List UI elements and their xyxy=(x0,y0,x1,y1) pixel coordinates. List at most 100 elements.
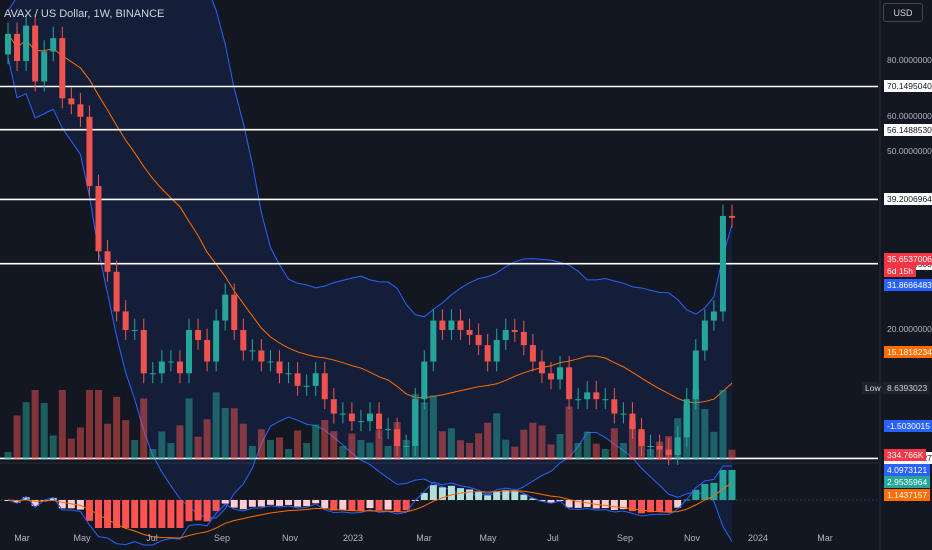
candle-body xyxy=(357,421,364,423)
macd-histogram-bar xyxy=(330,500,338,511)
volume-bar xyxy=(85,390,93,460)
macd-signal-line xyxy=(7,482,733,539)
volume-bar xyxy=(58,390,66,460)
volume-bar xyxy=(104,423,112,460)
macd-histogram-bar xyxy=(484,495,492,500)
candle-body xyxy=(312,373,319,386)
candle-body xyxy=(321,373,328,400)
candle-body xyxy=(50,38,57,52)
volume-bar xyxy=(321,419,329,460)
candle-body xyxy=(647,446,654,448)
candle-body xyxy=(529,345,536,362)
volume-bar xyxy=(4,452,12,460)
volume-bar xyxy=(375,429,383,460)
macd-histogram-bar xyxy=(647,500,655,513)
macd-histogram-bar xyxy=(76,500,84,510)
bollinger-upper-line xyxy=(7,0,733,318)
macd-line xyxy=(7,465,732,546)
volume-bar xyxy=(22,402,30,460)
candle-body xyxy=(41,51,48,82)
volume-bar xyxy=(339,446,347,460)
volume-bar xyxy=(348,433,356,460)
volume-bar xyxy=(266,440,274,460)
candle-body xyxy=(258,350,265,362)
macd-histogram-bar xyxy=(719,470,727,500)
candle-body xyxy=(412,399,419,447)
macd-histogram-bar xyxy=(656,500,664,512)
candle-body xyxy=(493,339,500,362)
candle-body xyxy=(167,361,174,363)
macd-histogram-bar xyxy=(556,500,564,501)
time-axis-label: Mar xyxy=(14,533,30,543)
currency-button[interactable]: USD xyxy=(883,3,923,22)
macd-histogram-bar xyxy=(95,500,102,528)
time-axis-label: Sep xyxy=(616,533,634,543)
volume-bar xyxy=(185,398,193,460)
time-axis-label: Mar xyxy=(416,533,432,543)
volume-bar xyxy=(294,430,302,460)
candle-body xyxy=(303,385,310,387)
volume-bar xyxy=(149,449,157,460)
macd-histogram-bar xyxy=(728,470,736,500)
candle-body xyxy=(285,373,292,375)
price-axis-label: 50.0000000 xyxy=(887,146,932,157)
macd-histogram-bar xyxy=(49,497,57,500)
volume-bar xyxy=(248,446,256,460)
moving-average-tag: 15.1818234 xyxy=(884,346,932,358)
macd-histogram-bar xyxy=(466,489,474,500)
macd-histogram-bar xyxy=(22,497,30,500)
macd-histogram-bar xyxy=(13,500,21,503)
macd-histogram-bar xyxy=(140,500,148,528)
candle-body xyxy=(59,38,66,99)
candle-body xyxy=(376,413,383,430)
volume-bar xyxy=(601,449,609,460)
volume-bar xyxy=(76,427,84,460)
level-price-tag: 56.1488530 xyxy=(884,123,932,136)
volume-bar xyxy=(511,446,519,460)
time-axis-label: Nov xyxy=(683,533,701,543)
candle-body xyxy=(430,320,437,362)
level-price-tag: 70.1495040 xyxy=(884,80,932,93)
macd-histogram-bar xyxy=(493,491,501,500)
macd-histogram-bar xyxy=(113,500,121,528)
volume-bar xyxy=(122,420,130,460)
volume-bar xyxy=(447,428,455,460)
volume-bar xyxy=(728,449,736,460)
macd-histogram-bar xyxy=(529,498,537,500)
macd-histogram-bar xyxy=(502,490,510,500)
candle-body xyxy=(104,251,111,272)
macd-histogram-bar xyxy=(276,500,283,506)
macd-histogram-bar xyxy=(511,491,519,500)
candle-body xyxy=(330,399,337,414)
volume-bar xyxy=(429,395,437,460)
candle-body xyxy=(701,320,708,351)
volume-bar xyxy=(158,431,166,460)
candle-body xyxy=(665,449,672,456)
volume-bar xyxy=(556,433,564,460)
candle-body xyxy=(77,104,84,117)
macd-histogram-bar xyxy=(457,488,464,500)
candle-body xyxy=(213,320,220,362)
volume-bar xyxy=(131,440,139,460)
time-axis-label: 2024 xyxy=(747,533,769,543)
macd-histogram-bar xyxy=(212,500,220,512)
volume-bar xyxy=(49,435,57,460)
volume-bar xyxy=(330,431,338,460)
macd-signal-tag: 1.1437157 xyxy=(884,489,931,501)
candle-body xyxy=(593,392,600,400)
volume-bar xyxy=(257,429,265,460)
candle-body xyxy=(548,373,554,380)
volume-bar xyxy=(701,409,709,460)
candle-body xyxy=(23,25,30,61)
macd-histogram-bar xyxy=(221,500,229,504)
macd-histogram-bar xyxy=(230,500,238,508)
volume-bar xyxy=(113,396,121,460)
candle-body xyxy=(222,294,229,321)
candle-body xyxy=(122,311,129,330)
macd-histogram-bar xyxy=(610,500,618,510)
candle-body xyxy=(14,33,21,61)
macd-histogram-bar xyxy=(104,500,112,528)
candle-body xyxy=(176,361,183,374)
price-axis-label: 20.0000000 xyxy=(887,324,932,334)
